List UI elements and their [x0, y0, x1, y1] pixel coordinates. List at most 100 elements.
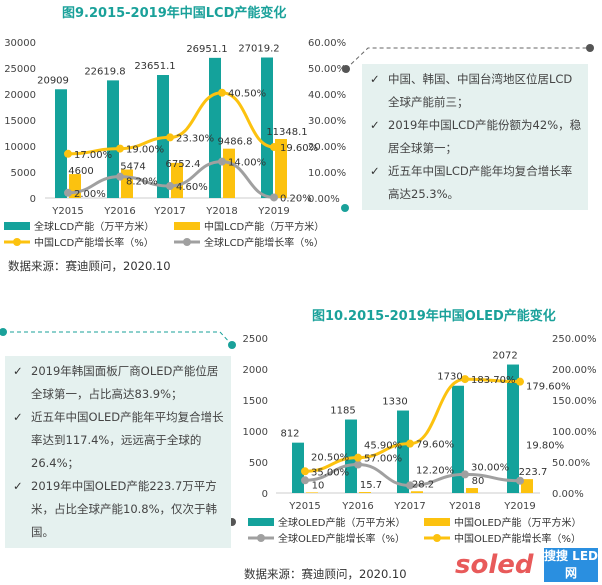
chart2-source: 数据来源：赛迪顾问，2020.10: [244, 567, 407, 581]
bar-label: 5474: [120, 162, 145, 173]
soled-badge: 搜搜 LED网: [544, 548, 598, 582]
line-label: 23.30%: [176, 133, 214, 144]
lcd-point: 中国、韩国、中国台湾地区位居LCD全球产能前三；: [370, 68, 582, 114]
y-left-tick: 20000: [4, 90, 36, 101]
legend-label: 中国LCD产能增长率（%）: [34, 236, 154, 249]
legend-marker: [257, 534, 265, 542]
bar-label: 80: [472, 476, 485, 487]
bar-label: 27019.2: [238, 44, 279, 55]
line-label: 2.00%: [74, 189, 106, 200]
bar: [292, 442, 304, 493]
line-label: 35.00%: [311, 467, 349, 478]
line-point: [354, 453, 362, 462]
y-right-tick: 50.00%: [308, 64, 346, 75]
y-left-tick: 5000: [11, 168, 36, 179]
x-tick: Y2015: [51, 206, 84, 217]
bar-label: 1185: [330, 406, 355, 417]
lcd-point: 2019年中国LCD产能份额为42%，稳居全球第一；: [370, 114, 582, 160]
x-tick: Y2019: [257, 206, 290, 217]
line-point: [218, 157, 226, 166]
line-label: 12.20%: [416, 465, 454, 476]
legend-label: 全球OLED产能增长率（%）: [278, 532, 405, 545]
line-label: 17.00%: [74, 150, 112, 161]
oled-point: 2019年韩国面板厂商OLED产能位居全球第一，占比高达83.9%；: [13, 360, 225, 406]
y-right-tick: 20.00%: [308, 142, 346, 153]
line-label: 4.60%: [176, 182, 208, 193]
chart2-title: 图10.2015-2019年中国OLED产能变化: [312, 309, 556, 324]
bar-label: 223.7: [519, 467, 548, 478]
x-tick: Y2017: [153, 206, 186, 217]
x-tick: Y2018: [448, 501, 481, 512]
y-right-tick: 50.00%: [552, 458, 590, 469]
x-tick: Y2016: [341, 501, 374, 512]
line-point: [406, 481, 414, 490]
bar: [507, 364, 519, 493]
bar: [171, 162, 183, 198]
y-left-tick: 2500: [243, 334, 268, 345]
chart1-lcd-capacity: 0 5000 10000 15000 20000 25000 30000 0.00% 10.00…: [4, 38, 346, 249]
line-point: [64, 149, 72, 158]
y-left-tick: 500: [249, 458, 268, 469]
line-point: [301, 476, 309, 485]
legend-label: 全球LCD产能增长率（%）: [204, 236, 324, 249]
y-left-tick: 10000: [4, 142, 36, 153]
chart1-source: 数据来源：赛迪顾问，2020.10: [8, 259, 171, 273]
legend-swatch: [174, 222, 200, 230]
bar: [359, 492, 371, 493]
line-point: [354, 460, 362, 469]
line-point: [64, 188, 72, 197]
line-point: [270, 193, 278, 202]
bar: [261, 57, 273, 199]
line-point: [270, 143, 278, 152]
y-right-tick: 0.00%: [308, 194, 340, 205]
bar: [55, 89, 67, 198]
line-label: 19.00%: [126, 145, 164, 156]
bar-label: 26951.1: [186, 44, 227, 55]
chart1-title: 图9.2015-2019年中国LCD产能变化: [62, 6, 287, 21]
x-tick: Y2019: [503, 501, 536, 512]
legend-swatch: [424, 518, 450, 526]
line-label: 8.20%: [126, 177, 158, 188]
y-right-tick: 0.00%: [552, 489, 584, 500]
bar-label: 28.2: [412, 479, 434, 490]
x-tick: Y2016: [103, 206, 136, 217]
y-left-tick: 0: [30, 194, 36, 205]
bar-label: 1730: [437, 372, 462, 383]
line-point: [166, 133, 174, 142]
y-right-tick: 30.00%: [308, 116, 346, 127]
line-label: 30.00%: [471, 462, 509, 473]
bar: [466, 488, 478, 493]
line-label: 14.00%: [228, 158, 266, 169]
x-tick: Y2018: [205, 206, 238, 217]
bar-label: 11348.1: [266, 127, 307, 138]
bar-label: 812: [280, 429, 299, 440]
bar-label: 20909: [37, 75, 69, 86]
oled-point: 近五年中国OLED产能年平均复合增长率达到117.4%，远远高于全球的26.4%…: [13, 406, 225, 475]
line-label: 19.80%: [526, 441, 564, 452]
oled-point: 2019年中国OLED产能223.7万平方米，占比全球产能10.8%，仅次于韩国…: [13, 475, 225, 544]
line-point: [116, 172, 124, 181]
soled-logo: soled: [455, 550, 534, 580]
y-left-tick: 15000: [4, 116, 36, 127]
bar-label: 15.7: [360, 480, 382, 491]
line-point: [516, 377, 524, 386]
legend-swatch: [248, 518, 274, 526]
bar: [411, 491, 423, 493]
legend-marker: [13, 238, 21, 246]
y-right-tick: 150.00%: [552, 396, 597, 407]
bar: [521, 479, 533, 493]
line-point: [218, 88, 226, 97]
y-left-tick: 1000: [243, 427, 268, 438]
bar-label: 10: [312, 480, 325, 491]
series-line: [67, 91, 275, 156]
legend-swatch: [4, 222, 30, 230]
line-label: 19.60%: [280, 143, 318, 154]
bar-label: 4600: [68, 166, 93, 177]
y-right-tick: 250.00%: [552, 334, 597, 345]
y-right-tick: 10.00%: [308, 168, 346, 179]
bar: [345, 419, 357, 493]
y-left-tick: 30000: [4, 38, 36, 49]
y-right-tick: 40.00%: [308, 90, 346, 101]
legend-label: 全球OLED产能（万平方米）: [278, 516, 405, 529]
line-label: 20.50%: [311, 452, 349, 463]
